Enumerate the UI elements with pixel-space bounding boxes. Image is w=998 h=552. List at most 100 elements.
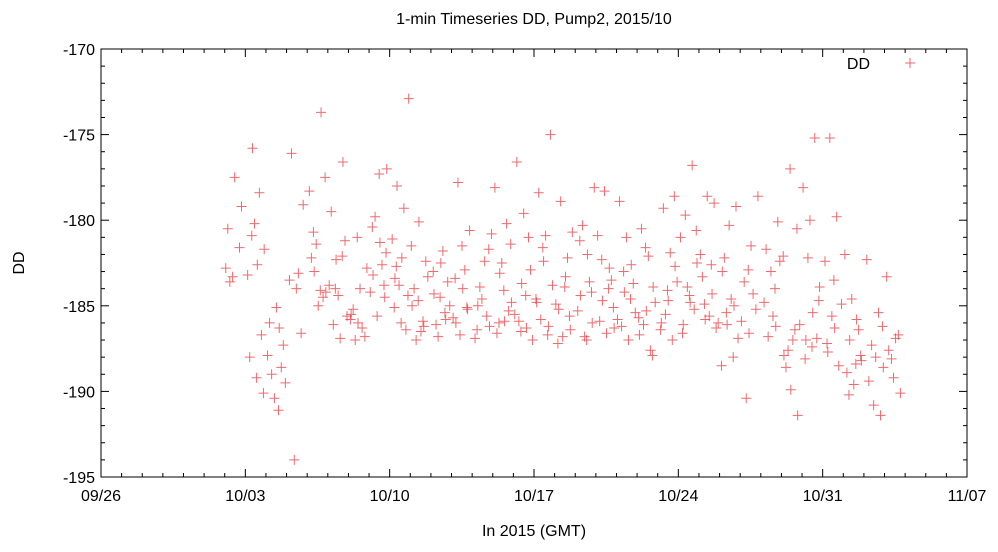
data-point xyxy=(592,230,603,241)
data-point xyxy=(454,329,465,340)
data-point xyxy=(886,353,897,364)
data-point xyxy=(518,208,529,219)
y-axis-label: DD xyxy=(11,251,28,274)
data-point xyxy=(311,239,322,250)
data-point xyxy=(398,203,409,214)
data-point xyxy=(594,316,605,327)
data-point xyxy=(704,311,715,322)
data-point xyxy=(304,186,315,197)
data-point xyxy=(547,280,558,291)
data-point xyxy=(868,400,879,411)
data-point xyxy=(553,304,564,315)
data-point xyxy=(802,252,813,263)
data-point xyxy=(333,290,344,301)
data-point xyxy=(357,323,368,334)
data-point xyxy=(246,230,257,241)
data-point xyxy=(309,266,320,277)
data-point xyxy=(320,172,331,183)
data-point xyxy=(394,280,405,291)
data-point xyxy=(540,230,551,241)
data-point xyxy=(521,323,532,334)
x-tick-label: 10/10 xyxy=(370,488,410,505)
data-point xyxy=(557,331,568,342)
data-point xyxy=(550,299,561,310)
data-point xyxy=(266,369,277,380)
data-point xyxy=(308,227,319,238)
y-tick-label: -195 xyxy=(63,470,95,487)
data-point xyxy=(641,305,652,316)
legend-marker xyxy=(905,58,915,68)
data-point xyxy=(422,271,433,282)
data-point xyxy=(881,271,892,282)
data-point xyxy=(618,266,629,277)
data-point xyxy=(813,295,824,306)
data-point xyxy=(680,210,691,221)
data-point xyxy=(792,410,803,421)
data-point xyxy=(633,312,644,323)
data-point xyxy=(400,324,411,335)
data-point xyxy=(274,323,285,334)
data-point xyxy=(822,338,833,349)
data-point xyxy=(286,148,297,159)
data-point xyxy=(856,355,867,366)
data-point xyxy=(564,311,575,322)
data-point xyxy=(806,341,817,352)
data-point xyxy=(481,311,492,322)
data-point xyxy=(846,293,857,304)
data-point xyxy=(552,338,563,349)
data-point xyxy=(461,302,472,313)
data-point xyxy=(448,312,459,323)
legend: DD xyxy=(847,56,915,73)
data-point xyxy=(515,326,526,337)
data-point xyxy=(387,234,398,245)
data-point xyxy=(778,350,789,361)
data-point xyxy=(418,321,429,332)
data-point xyxy=(516,278,527,289)
data-point xyxy=(628,278,639,289)
data-point xyxy=(520,290,531,301)
data-point xyxy=(736,316,747,327)
data-point xyxy=(877,321,888,332)
data-point xyxy=(848,379,859,390)
data-point xyxy=(264,317,275,328)
data-point xyxy=(411,335,422,346)
data-point xyxy=(501,218,512,229)
data-point xyxy=(289,454,300,465)
data-point xyxy=(306,252,317,263)
data-point xyxy=(378,280,389,291)
data-point xyxy=(537,242,548,253)
x-axis-label: In 2015 (GMT) xyxy=(482,523,586,540)
x-tick-label: 10/24 xyxy=(658,488,698,505)
data-point xyxy=(791,223,802,234)
data-point xyxy=(589,182,600,193)
data-point xyxy=(689,304,700,315)
data-point xyxy=(744,328,755,339)
data-point xyxy=(313,300,324,311)
data-point xyxy=(870,352,881,363)
data-point xyxy=(807,307,818,318)
data-point xyxy=(691,258,702,268)
data-point xyxy=(359,331,370,342)
data-point xyxy=(647,350,658,361)
data-point xyxy=(457,240,468,251)
data-point xyxy=(276,362,287,373)
data-point xyxy=(222,223,233,234)
data-point xyxy=(352,317,363,328)
data-point xyxy=(599,186,610,197)
data-point xyxy=(621,232,632,243)
data-point xyxy=(604,263,615,274)
data-point xyxy=(759,297,770,308)
data-point xyxy=(581,335,592,346)
data-point xyxy=(249,218,260,229)
data-point xyxy=(545,129,556,140)
data-point xyxy=(361,263,372,274)
y-tick-label: -175 xyxy=(63,128,95,145)
data-point xyxy=(256,329,267,340)
x-tick-label: 10/17 xyxy=(514,488,554,505)
data-point xyxy=(577,220,588,231)
data-point xyxy=(562,252,573,263)
data-point xyxy=(713,317,724,328)
data-point xyxy=(483,244,494,255)
data-point xyxy=(586,287,597,298)
